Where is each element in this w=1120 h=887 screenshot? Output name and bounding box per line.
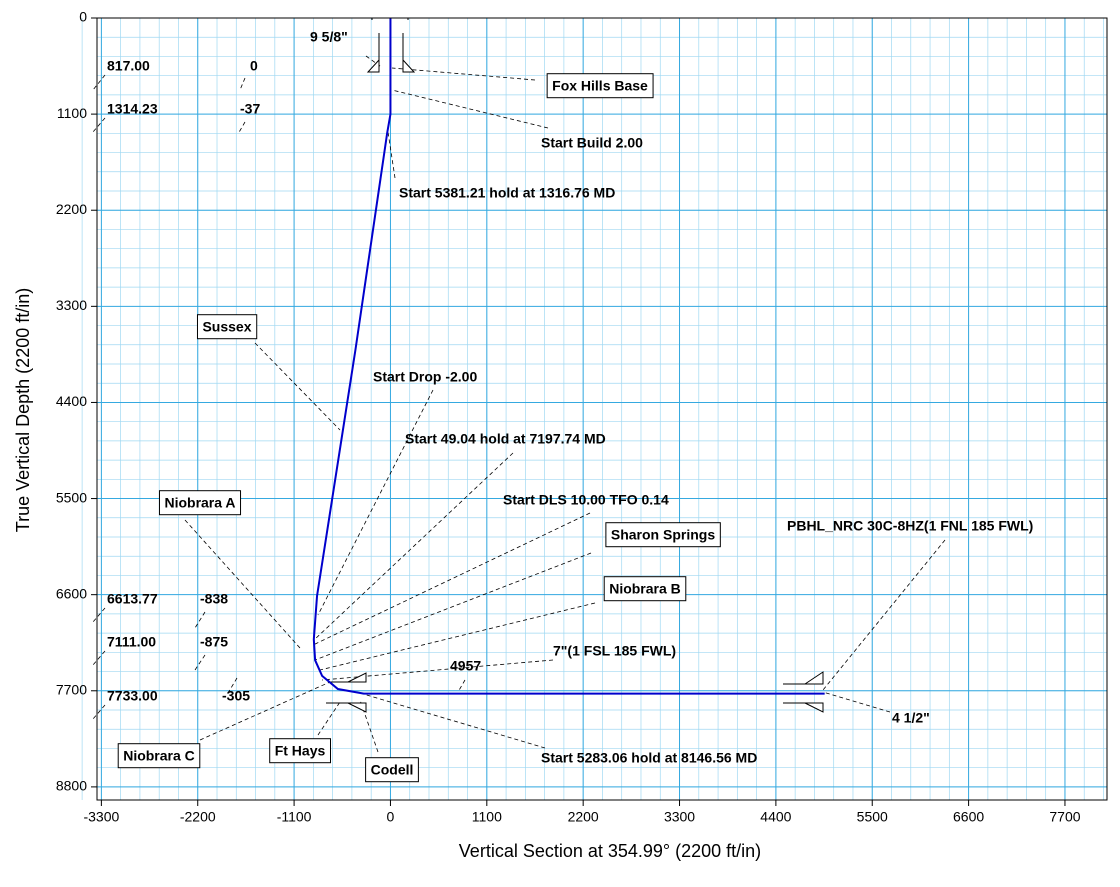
leaders <box>92 55 946 753</box>
annotation: Start DLS 10.00 TFO 0.14 <box>503 492 669 508</box>
leader-line <box>239 77 246 91</box>
leader-line <box>312 512 591 646</box>
x-tick-label: 5500 <box>857 809 888 825</box>
annotation-box <box>269 738 331 764</box>
y-tick-label: 8800 <box>56 778 87 794</box>
annotation-box <box>605 522 721 548</box>
labels: -3300 -2200 -1100 0 1100 2200 3300 4400 5500 6600… <box>56 9 1081 825</box>
leader-line <box>387 131 396 179</box>
leader-line <box>92 650 106 666</box>
annotation: Niobrara C <box>123 748 195 764</box>
leader-line <box>199 681 331 741</box>
grid <box>81 17 1107 806</box>
tvd-label: 7111.00 <box>107 634 156 650</box>
leader-line <box>92 117 106 133</box>
annotation: Start Drop -2.00 <box>373 369 477 385</box>
annotation: 9 5/8" <box>310 29 348 45</box>
y-axis-label: True Vertical Depth (2200 ft/in) <box>13 288 33 532</box>
annotation: 4 1/2" <box>892 710 930 726</box>
leader-line <box>391 67 536 81</box>
annotation: Fox Hills Base <box>552 78 648 94</box>
leader-line <box>92 704 106 720</box>
leader-line <box>457 679 466 693</box>
annotation: PBHL_NRC 30C-8HZ(1 FNL 185 FWL) <box>787 518 1033 534</box>
x-tick-label: 0 <box>387 809 395 825</box>
annotation: Sharon Springs <box>611 527 715 543</box>
x-tick-label: 1100 <box>472 809 502 825</box>
tvd-label: 1314.23 <box>107 101 158 117</box>
y-tick-label: 4400 <box>56 393 87 409</box>
annotation: Start 5283.06 hold at 8146.56 MD <box>541 750 757 766</box>
leader-line <box>822 691 891 713</box>
leader-line <box>194 611 206 629</box>
leader-line <box>254 342 341 431</box>
annotation-box <box>365 757 419 783</box>
vs-label: 0 <box>250 58 258 74</box>
leader-line <box>184 519 301 649</box>
casing-markers <box>326 18 824 713</box>
annotation: Ft Hays <box>275 743 326 759</box>
y-tick-label: 2200 <box>56 201 87 217</box>
tvd-label: 817.00 <box>107 58 150 74</box>
annotation-box <box>603 576 687 602</box>
x-tick-label: 4400 <box>760 809 791 825</box>
annotation: Start 5381.21 hold at 1316.76 MD <box>399 185 615 201</box>
tvd-label: 6613.77 <box>107 591 158 607</box>
leader-line <box>822 539 946 691</box>
x-tick-label: 7700 <box>1049 809 1080 825</box>
y-tick-label: 7700 <box>56 681 87 697</box>
annotation: Start 49.04 hold at 7197.74 MD <box>405 431 606 447</box>
leader-line <box>317 389 434 616</box>
annotation: Niobrara B <box>609 581 681 597</box>
leader-line <box>227 677 238 694</box>
annotation: 4957 <box>450 658 481 674</box>
y-tick-label: 0 <box>79 9 87 25</box>
annotation: Niobrara A <box>164 495 235 511</box>
annotation-box <box>196 314 258 340</box>
leader-line <box>313 452 514 641</box>
vs-label: -875 <box>200 634 228 650</box>
well-path <box>312 18 825 695</box>
tvd-label: 7733.00 <box>107 688 158 704</box>
vs-label: -37 <box>240 101 260 117</box>
y-tick-label: 5500 <box>56 489 87 505</box>
annotation: Start Build 2.00 <box>541 135 643 151</box>
y-tick-label: 6600 <box>56 585 87 601</box>
leader-line <box>194 654 206 671</box>
y-tick-label: 1100 <box>57 105 87 121</box>
x-tick-label: -1100 <box>277 809 312 825</box>
plot-area <box>312 18 825 695</box>
annotation: Codell <box>371 762 414 778</box>
leader-line <box>321 659 554 681</box>
x-tick-label: -2200 <box>180 809 216 825</box>
annotation: Sussex <box>202 319 251 335</box>
x-tick-label: -3300 <box>83 809 119 825</box>
vs-label: -838 <box>200 591 228 607</box>
annotation-box <box>117 743 201 769</box>
y-tick-label: 3300 <box>56 297 87 313</box>
plot-frame <box>96 17 1108 801</box>
x-axis-label: Vertical Section at 354.99° (2200 ft/in) <box>459 841 761 861</box>
annotation-box <box>546 73 654 99</box>
annotation: 7"(1 FSL 185 FWL) <box>553 643 676 659</box>
x-tick-label: 6600 <box>953 809 984 825</box>
leader-line <box>237 121 246 135</box>
x-tick-label: 3300 <box>664 809 695 825</box>
leader-line <box>92 607 106 623</box>
x-tick-label: 2200 <box>568 809 599 825</box>
annotation-box <box>158 490 242 516</box>
leader-line <box>92 74 106 91</box>
leader-line <box>314 552 592 661</box>
leader-line <box>391 89 549 129</box>
leader-line <box>319 602 596 671</box>
vs-label: -305 <box>222 688 250 704</box>
